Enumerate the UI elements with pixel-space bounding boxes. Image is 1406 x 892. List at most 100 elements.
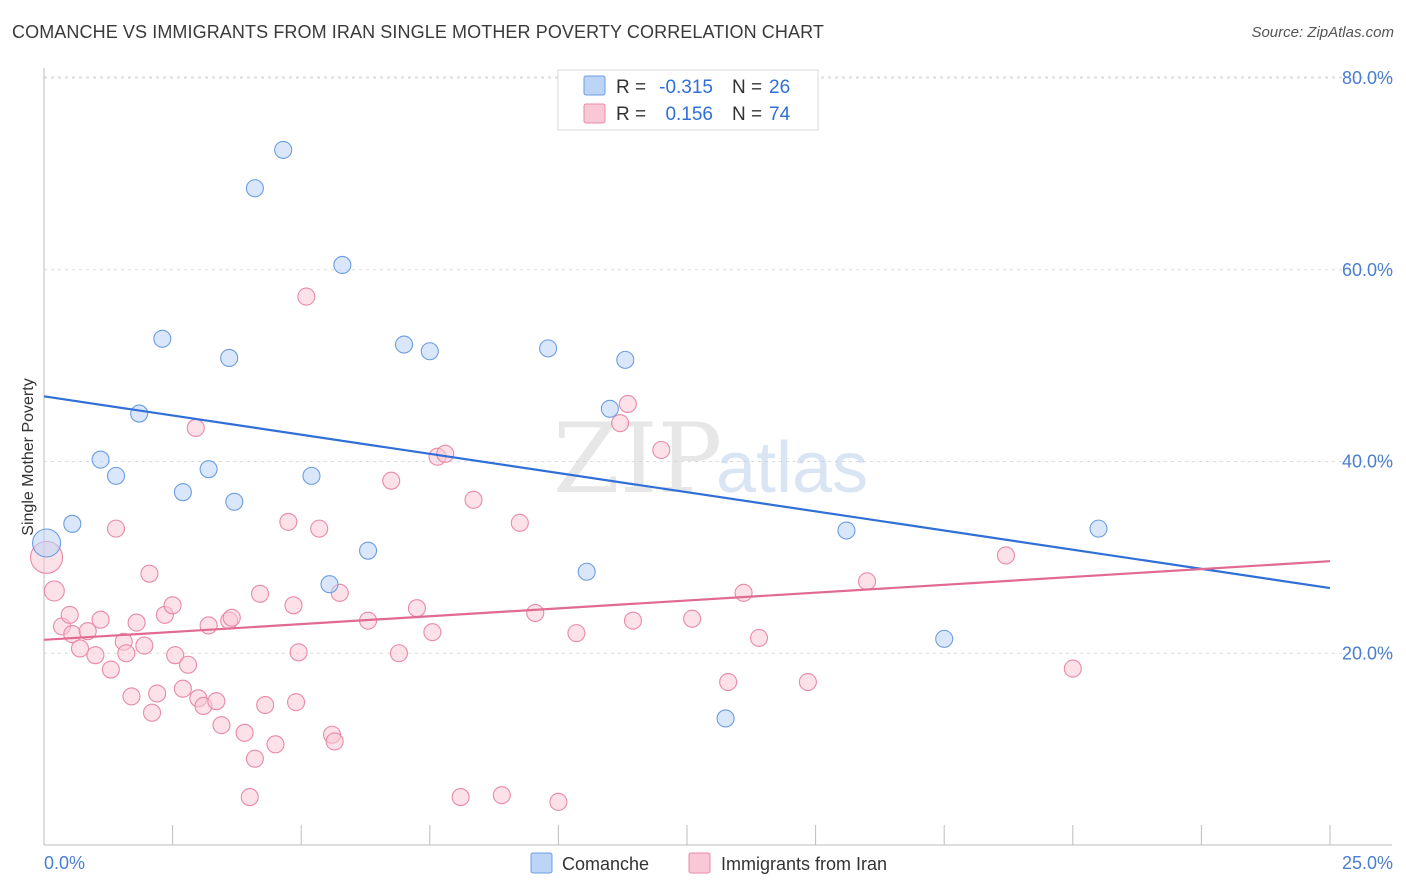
iran-point	[611, 414, 630, 433]
legend-n-label-iran: N =	[732, 104, 762, 125]
iran-point	[382, 471, 401, 490]
watermark: ZIP atlas	[553, 403, 868, 515]
iran-point	[135, 636, 154, 655]
iran-point	[43, 580, 65, 602]
comanche-point	[1089, 519, 1108, 538]
iran-point	[652, 440, 671, 460]
legend-comanche-label: Comanche	[562, 854, 649, 874]
iran-point	[256, 695, 275, 715]
iran-point	[140, 564, 159, 583]
iran-point	[142, 703, 162, 722]
iran-point	[148, 684, 167, 703]
iran-point	[166, 646, 185, 665]
iran-point	[60, 605, 79, 624]
iran-point	[464, 490, 483, 509]
iran-point	[250, 584, 270, 603]
comanche-point	[395, 335, 414, 354]
y-tick-label: 60.0%	[1342, 260, 1393, 280]
iran-point	[734, 583, 753, 602]
tick-labels: 20.0% 40.0% 60.0% 80.0% 0.0% 25.0%	[44, 68, 1393, 873]
series-legend: Comanche Immigrants from Iran	[530, 852, 887, 874]
source-label: Source: ZipAtlas.com	[1251, 24, 1394, 41]
y-axis-label: Single Mother Poverty	[20, 378, 37, 535]
iran-point	[106, 519, 126, 538]
x-tick-label: 25.0%	[1342, 853, 1393, 873]
comanche-point	[173, 483, 192, 502]
comanche-point	[199, 460, 218, 479]
iran-point	[240, 788, 259, 807]
legend-iran-swatch	[688, 852, 711, 874]
watermark-zip: ZIP	[553, 403, 722, 515]
comanche-point	[359, 541, 378, 560]
comanche-point	[333, 255, 352, 275]
y-tick-label: 80.0%	[1342, 68, 1393, 88]
comanche-point	[91, 450, 110, 469]
y-tick-label: 40.0%	[1342, 452, 1393, 472]
axes	[43, 68, 1392, 846]
iran-point	[526, 603, 545, 623]
iran-point	[163, 596, 182, 615]
legend-r-value-comanche: -0.315	[659, 77, 713, 98]
iran-point	[86, 646, 105, 665]
iran-point	[212, 716, 231, 735]
iran-point	[407, 599, 426, 618]
comanche-point	[539, 339, 558, 358]
comanche-point	[130, 404, 149, 423]
trend-lines	[43, 395, 1331, 641]
iran-point	[567, 624, 586, 643]
iran-points	[30, 287, 1082, 811]
comanche-point	[274, 140, 293, 159]
legend-n-value-comanche: 26	[769, 77, 790, 98]
iran-point	[178, 655, 198, 674]
iran-point	[78, 622, 97, 641]
iran-point	[798, 672, 817, 692]
legend-n-label-comanche: N =	[732, 77, 762, 98]
iran-point	[1063, 659, 1082, 678]
comanche-point	[153, 329, 172, 348]
iran-point	[245, 749, 264, 768]
legend-comanche-swatch	[530, 852, 553, 874]
iran-point	[618, 394, 637, 414]
comanche-point	[837, 521, 856, 540]
legend-r-label-iran: R =	[616, 104, 646, 125]
stats-legend: R = -0.315 N = 26 R = 0.156 N = 74	[557, 69, 819, 131]
comanche-point	[716, 709, 735, 728]
iran-point	[623, 611, 643, 630]
iran-point	[436, 444, 455, 463]
comanche-point	[935, 629, 954, 648]
iran-point	[549, 792, 568, 811]
iran-point	[996, 546, 1015, 565]
iran-point	[719, 672, 738, 692]
iran-point	[266, 735, 285, 754]
legend-r-value-iran: 0.156	[665, 104, 713, 125]
iran-point	[199, 616, 218, 635]
iran-point	[284, 596, 303, 615]
iran-point	[222, 608, 241, 627]
iran-point	[510, 513, 529, 532]
iran-point	[492, 786, 511, 805]
iran-point	[122, 687, 141, 706]
x-tick-label: 0.0%	[44, 853, 85, 873]
iran-point	[297, 287, 316, 306]
iran-point	[117, 644, 136, 663]
comanche-point	[320, 575, 339, 594]
iran-point	[207, 692, 226, 711]
y-tick-label: 20.0%	[1342, 643, 1393, 663]
iran-point	[127, 613, 146, 632]
iran-point	[70, 639, 90, 658]
iran-point	[389, 644, 408, 663]
iran-point	[423, 623, 442, 642]
iran-point	[289, 643, 308, 662]
comanche-point	[302, 466, 321, 485]
watermark-atlas: atlas	[716, 428, 868, 508]
iran-point	[101, 660, 120, 679]
comanche-points	[32, 140, 1108, 728]
legend-n-value-iran: 74	[769, 104, 791, 125]
iran-point	[451, 788, 470, 807]
comanche-point	[32, 528, 62, 558]
iran-point	[186, 418, 205, 437]
comanche-trend-line	[43, 395, 1331, 590]
iran-point	[325, 732, 344, 751]
comanche-point	[577, 562, 596, 581]
